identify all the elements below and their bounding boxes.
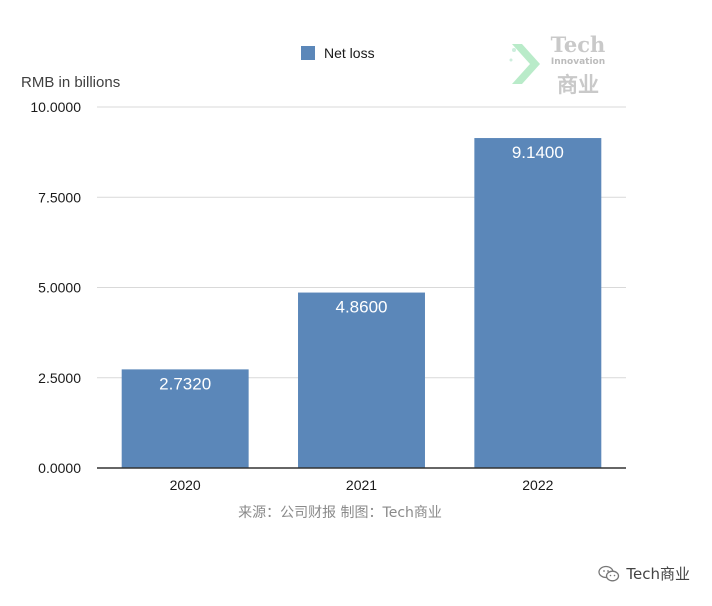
legend: Net loss [301,45,375,61]
watermark-logo: Tech Innovation 商业 [508,32,608,97]
bars [121,138,602,468]
y-tick-labels: 0.0000 2.5000 5.0000 7.5000 10.0000 [30,99,81,476]
bar-2021 [298,292,425,468]
legend-label: Net loss [324,45,375,61]
watermark-brand-mid: Innovation [550,57,606,67]
footer-brand-label: Tech商业 [626,565,690,583]
watermark-brand-en: Tech [550,32,606,57]
x-tick-label-2022: 2022 [522,477,553,493]
source-note: 来源：公司财报 制图：Tech商业 [238,505,442,521]
x-tick-labels: 2020 2021 2022 [170,477,554,493]
legend-swatch [301,46,315,60]
y-tick-label: 10.0000 [30,99,81,115]
bar-label-2022: 9.1400 [512,143,564,162]
footer-brand[interactable]: Tech商业 [598,563,690,584]
bar-label-2020: 2.7320 [159,374,211,393]
wechat-icon [598,565,620,581]
y-tick-label: 7.5000 [38,189,81,205]
bar-label-2021: 4.8600 [336,298,388,317]
x-tick-label-2021: 2021 [346,477,377,493]
bar-2020 [121,369,249,468]
y-tick-label: 2.5000 [38,370,81,386]
y-axis-title: RMB in billions [21,74,121,91]
y-tick-label: 5.0000 [38,280,81,296]
y-tick-label: 0.0000 [38,460,81,476]
watermark-brand-cn: 商业 [557,72,599,97]
bar-2022 [474,138,602,468]
bar-data-labels: 2.7320 4.8600 9.1400 [159,143,564,393]
x-tick-label-2020: 2020 [170,477,201,493]
chevron-logo-icon [509,44,540,84]
